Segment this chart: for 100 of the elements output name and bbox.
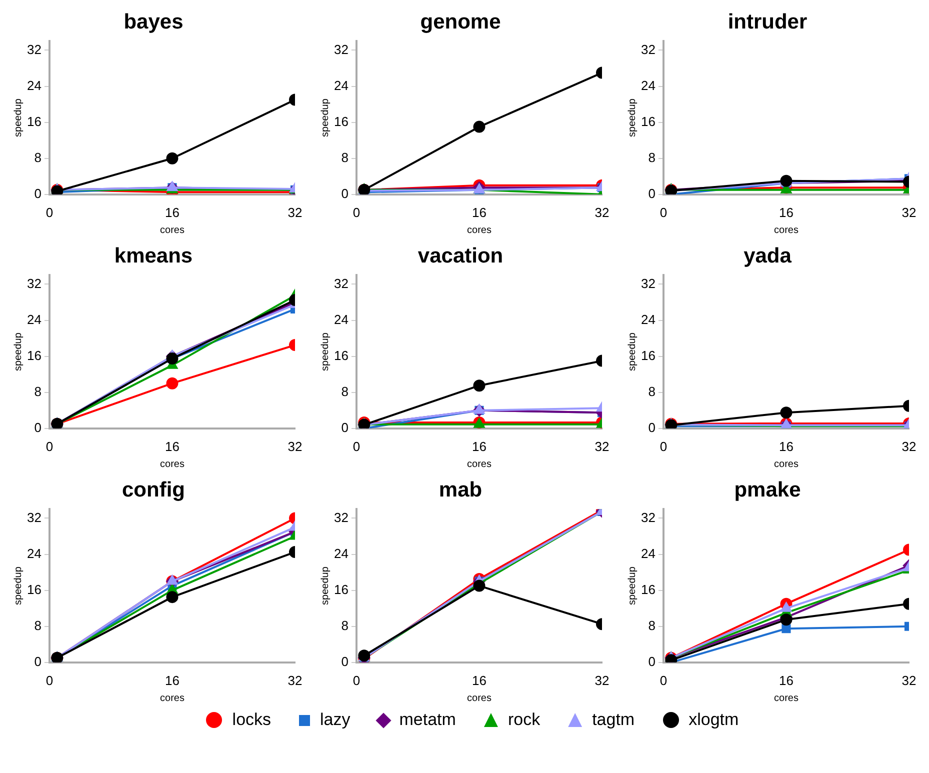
x-axis-title: cores <box>467 224 492 236</box>
x-tick-label: 0 <box>660 672 668 688</box>
legend-label: tagtm <box>592 710 635 730</box>
y-tick-label: 24 <box>334 78 348 93</box>
y-tick-label: 32 <box>334 42 348 57</box>
legend-label: xlogtm <box>688 710 739 730</box>
legend-label: locks <box>232 710 272 730</box>
x-tick-label: 0 <box>352 438 360 454</box>
x-axis-title: cores <box>467 458 492 470</box>
x-tick-label: 16 <box>164 672 180 688</box>
y-axis-title: speedup <box>626 566 638 605</box>
x-tick-label: 32 <box>594 672 610 688</box>
chart-title: vacation <box>418 244 504 268</box>
y-axis-title: speedup <box>12 98 24 137</box>
y-tick-label: 8 <box>34 150 42 165</box>
x-tick-label: 0 <box>46 672 54 688</box>
x-tick-label: 16 <box>778 438 794 454</box>
y-tick-label: 24 <box>640 546 656 561</box>
x-tick-label: 0 <box>46 438 54 454</box>
x-axis-title: cores <box>774 458 798 470</box>
chart-title: config <box>122 478 185 502</box>
y-tick-label: 24 <box>334 546 348 561</box>
chart-title: yada <box>744 244 792 268</box>
x-axis-title: cores <box>467 692 492 704</box>
y-tick-label: 32 <box>640 42 656 57</box>
y-tick-label: 0 <box>34 420 42 435</box>
y-tick-label: 32 <box>334 510 348 525</box>
y-axis-title: speedup <box>320 332 331 371</box>
x-tick-label: 32 <box>902 204 916 220</box>
legend-label: rock <box>508 710 540 730</box>
y-tick-label: 32 <box>26 510 42 525</box>
x-tick-label: 0 <box>46 204 54 220</box>
y-tick-label: 0 <box>341 186 348 201</box>
y-tick-label: 32 <box>26 276 42 291</box>
y-tick-label: 16 <box>334 348 348 363</box>
x-tick-label: 32 <box>902 672 916 688</box>
legend-label: lazy <box>320 710 350 730</box>
chart-title: kmeans <box>114 244 193 268</box>
chart-title: pmake <box>734 478 801 502</box>
x-tick-label: 32 <box>288 672 302 688</box>
y-tick-label: 16 <box>334 582 348 597</box>
chart-title: bayes <box>124 10 184 34</box>
x-tick-label: 16 <box>472 672 486 688</box>
x-axis-title: cores <box>774 224 798 236</box>
y-tick-label: 16 <box>640 348 656 363</box>
y-axis-title: speedup <box>626 98 638 137</box>
y-tick-label: 24 <box>26 78 42 93</box>
y-tick-label: 24 <box>26 546 42 561</box>
y-tick-label: 32 <box>640 510 656 525</box>
chart-title: mab <box>438 478 482 502</box>
y-tick-label: 0 <box>648 186 656 201</box>
y-tick-label: 16 <box>26 348 42 363</box>
y-tick-label: 0 <box>648 654 656 669</box>
y-tick-label: 16 <box>26 114 42 129</box>
y-tick-label: 24 <box>640 312 656 327</box>
x-tick-label: 16 <box>778 672 794 688</box>
y-axis-title: speedup <box>320 98 331 137</box>
x-tick-label: 16 <box>164 204 180 220</box>
x-tick-label: 0 <box>660 438 668 454</box>
x-tick-label: 16 <box>472 438 486 454</box>
x-tick-label: 32 <box>594 438 610 454</box>
y-tick-label: 32 <box>26 42 42 57</box>
x-axis-title: cores <box>160 692 184 704</box>
y-tick-label: 8 <box>341 618 348 633</box>
y-tick-label: 24 <box>640 78 656 93</box>
x-axis-title: cores <box>774 692 798 704</box>
y-tick-label: 32 <box>640 276 656 291</box>
y-tick-label: 16 <box>334 114 348 129</box>
y-tick-label: 0 <box>648 420 656 435</box>
x-tick-label: 16 <box>472 204 486 220</box>
y-tick-label: 16 <box>640 582 656 597</box>
x-tick-label: 16 <box>164 438 180 454</box>
y-axis-title: speedup <box>12 566 24 605</box>
y-tick-label: 24 <box>334 312 348 327</box>
y-tick-label: 0 <box>341 654 348 669</box>
x-tick-label: 32 <box>902 438 916 454</box>
y-tick-label: 24 <box>26 312 42 327</box>
y-tick-label: 16 <box>26 582 42 597</box>
y-tick-label: 0 <box>341 420 348 435</box>
y-tick-label: 8 <box>341 384 348 399</box>
y-tick-label: 32 <box>334 276 348 291</box>
y-tick-label: 8 <box>34 384 42 399</box>
legend-label: metatm <box>399 710 456 730</box>
x-tick-label: 32 <box>288 204 302 220</box>
y-tick-label: 8 <box>341 150 348 165</box>
y-tick-label: 8 <box>648 618 656 633</box>
x-axis-title: cores <box>160 458 184 470</box>
x-tick-label: 0 <box>352 672 360 688</box>
x-tick-label: 32 <box>594 204 610 220</box>
y-axis-title: speedup <box>320 566 331 605</box>
y-tick-label: 16 <box>640 114 656 129</box>
x-tick-label: 0 <box>352 204 360 220</box>
y-tick-label: 0 <box>34 654 42 669</box>
y-tick-label: 8 <box>648 150 656 165</box>
y-tick-label: 0 <box>34 186 42 201</box>
x-tick-label: 16 <box>778 204 794 220</box>
chart-title: intruder <box>728 10 808 34</box>
y-axis-title: speedup <box>626 332 638 371</box>
x-tick-label: 0 <box>660 204 668 220</box>
y-axis-title: speedup <box>12 332 24 371</box>
